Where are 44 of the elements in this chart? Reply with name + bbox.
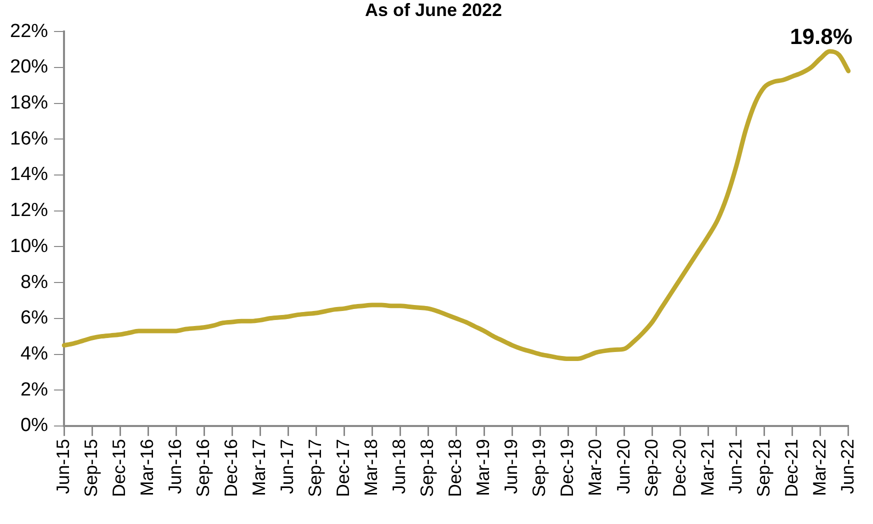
y-tick-label: 8% (20, 272, 48, 293)
x-tick-label: Mar-22 (809, 438, 830, 496)
x-tick-label: Sep-17 (305, 438, 326, 498)
y-tick-label: 20% (10, 56, 48, 78)
x-tick-label: Dec-18 (445, 438, 466, 497)
x-tick-label: Jun-17 (277, 438, 298, 494)
x-tick-label: Mar-19 (473, 438, 494, 496)
x-tick-label: Jun-21 (725, 438, 746, 494)
x-tick-label: Jun-15 (52, 438, 73, 494)
y-tick-label: 22% (10, 20, 48, 42)
x-tick-label: Sep-18 (417, 438, 438, 498)
x-tick-label: Dec-20 (669, 438, 690, 497)
chart-title: As of June 2022 (364, 0, 502, 20)
x-tick-label: Jun-19 (501, 438, 522, 494)
y-tick-label: 0% (20, 415, 48, 436)
x-tick-label: Dec-17 (333, 438, 354, 497)
y-tick-label: 2% (20, 379, 48, 400)
x-tick-label: Jun-18 (389, 438, 410, 494)
x-tick-label: Jun-16 (165, 438, 186, 494)
x-tick-label: Dec-16 (221, 438, 242, 497)
x-tick-label: Jun-20 (613, 438, 634, 494)
y-tick-label: 18% (10, 92, 48, 114)
x-tick-label: Dec-15 (109, 438, 130, 497)
y-tick-label: 14% (10, 164, 48, 186)
x-tick-label: Mar-18 (361, 438, 382, 496)
y-tick-label: 16% (10, 128, 48, 150)
y-tick-label: 12% (10, 200, 48, 222)
x-tick-label: Sep-20 (641, 438, 662, 498)
x-tick-label: Sep-15 (81, 438, 102, 498)
x-tick-label: Sep-21 (753, 438, 774, 498)
x-tick-label: Dec-19 (557, 438, 578, 497)
x-tick-label: Mar-20 (585, 438, 606, 496)
data-label: 19.8% (790, 24, 852, 50)
x-tick-label: Mar-17 (249, 438, 270, 496)
y-tick-label: 4% (20, 343, 48, 364)
line-series (62, 49, 851, 361)
x-tick-label: Mar-16 (137, 438, 158, 496)
x-tick-label: Mar-21 (697, 438, 718, 496)
x-tick-label: Sep-16 (193, 438, 214, 498)
x-tick-label: Sep-19 (529, 438, 550, 498)
y-tick-label: 10% (10, 236, 48, 257)
x-tick-label: Dec-21 (781, 438, 802, 497)
x-tick-label: Jun-22 (837, 438, 858, 494)
y-tick-label: 6% (20, 308, 48, 329)
